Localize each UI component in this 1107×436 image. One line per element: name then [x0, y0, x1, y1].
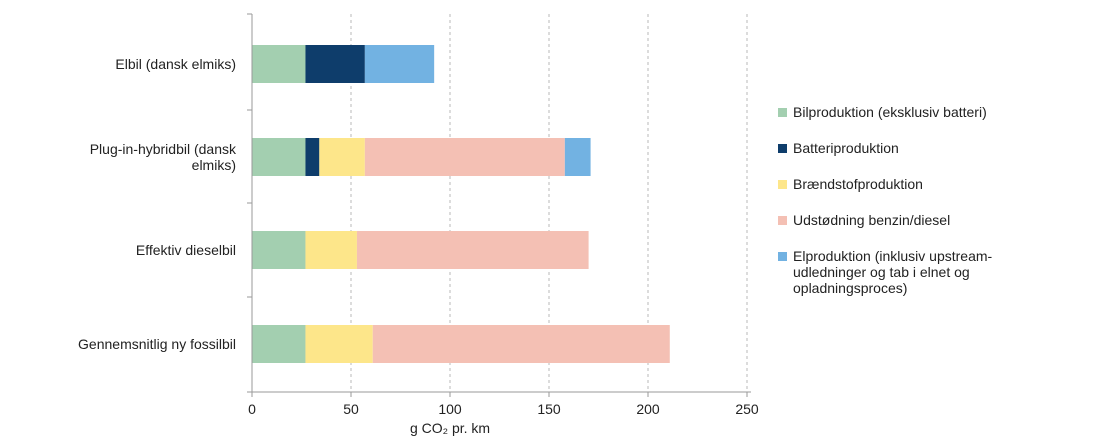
bar-segment: [364, 138, 565, 176]
bar-segment: [564, 138, 591, 176]
legend-swatch: [778, 252, 787, 261]
legend-swatch: [778, 180, 787, 189]
legend-label: Udstødning benzin/diesel: [793, 212, 951, 228]
legend-item: Udstødning benzin/diesel: [778, 212, 1098, 228]
x-tick-label: 0: [248, 401, 256, 417]
bar-segment: [252, 231, 306, 269]
bar-segment: [319, 138, 365, 176]
bar-segment: [252, 325, 306, 363]
category-label: Plug-in-hybridbil (dansk elmiks): [90, 141, 237, 173]
x-tick-label: 200: [636, 401, 660, 417]
bar-segment: [305, 45, 365, 83]
x-tick-label: 250: [735, 401, 759, 417]
bar-segment: [252, 45, 306, 83]
bar-segment: [356, 231, 589, 269]
legend-item: Bilproduktion (eksklusiv batteri): [778, 104, 1098, 120]
x-tick-label: 150: [537, 401, 561, 417]
category-label: Gennemsnitlig ny fossilbil: [78, 336, 236, 352]
legend-label: Elproduktion (inklusiv upstream- udledni…: [793, 248, 993, 296]
bar-segment: [305, 231, 357, 269]
x-tick-label: 100: [438, 401, 462, 417]
legend-item: Batteriproduktion: [778, 140, 1098, 156]
legend-label: Brændstofproduktion: [793, 176, 923, 192]
legend-item: Brændstofproduktion: [778, 176, 1098, 192]
legend: Bilproduktion (eksklusiv batteri) Batteri…: [778, 104, 1098, 316]
legend-swatch: [778, 144, 787, 153]
bar-segment: [364, 45, 435, 83]
x-ticks: 0 50 100 150 200 250: [248, 392, 759, 417]
x-axis-title: g CO₂ pr. km: [410, 420, 490, 436]
legend-swatch: [778, 108, 787, 117]
category-label: Effektiv dieselbil: [136, 242, 236, 258]
legend-swatch: [778, 216, 787, 225]
legend-item: Elproduktion (inklusiv upstream- udledni…: [778, 248, 1098, 296]
bars: [252, 45, 670, 363]
legend-label: Bilproduktion (eksklusiv batteri): [793, 104, 987, 120]
bar-segment: [305, 325, 373, 363]
bar-segment: [252, 138, 306, 176]
stacked-bar-chart: 0 50 100 150 200 250 Elbil (dansk elmiks) Plug…: [78, 13, 759, 436]
bar-segment: [305, 138, 320, 176]
category-label: Elbil (dansk elmiks): [115, 56, 236, 72]
bar-segment: [372, 325, 670, 363]
legend-label: Batteriproduktion: [793, 140, 899, 156]
y-category-labels: Elbil (dansk elmiks) Plug-in-hybridbil (d…: [78, 56, 237, 352]
x-tick-label: 50: [343, 401, 359, 417]
